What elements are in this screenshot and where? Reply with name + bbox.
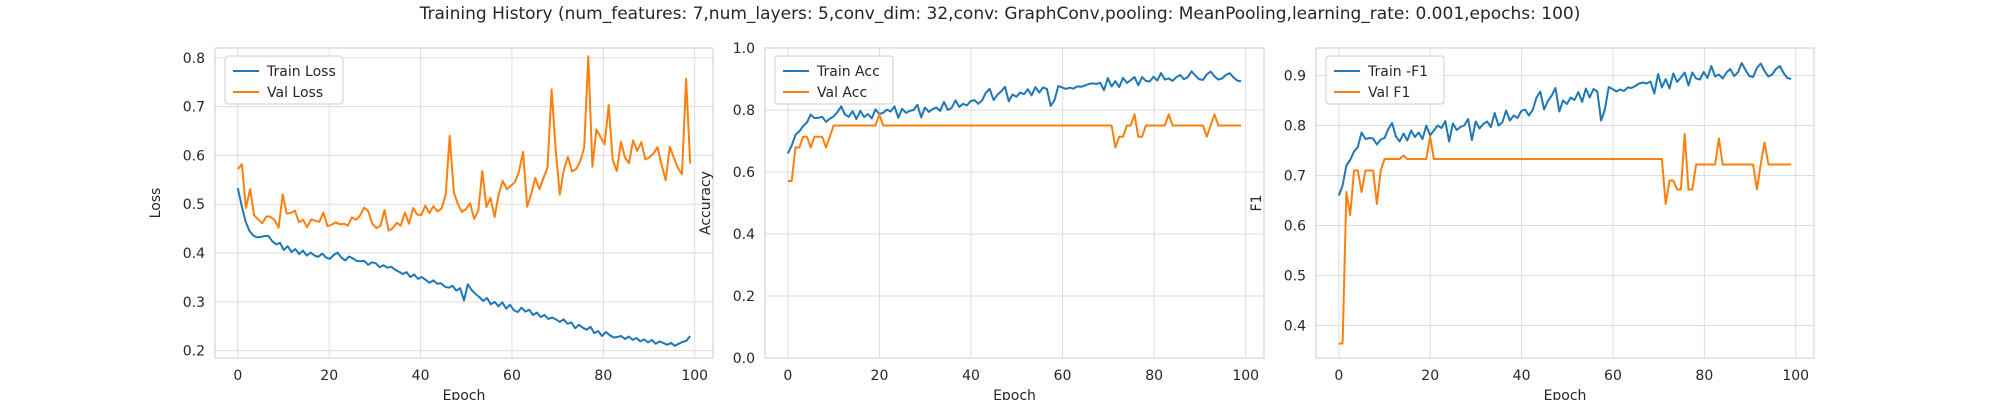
legend-entry: Train -F1 — [1367, 64, 1428, 80]
y-axis-label: F1 — [1249, 195, 1265, 212]
series-line-1 — [787, 70, 1242, 154]
y-axis-label: Accuracy — [698, 171, 714, 235]
series-line-2 — [787, 113, 1242, 182]
x-tick-label: 40 — [962, 368, 980, 384]
y-axis-label: Loss — [148, 188, 164, 219]
x-tick-label: 40 — [412, 368, 430, 384]
y-tick-label: 0.4 — [733, 227, 755, 243]
x-tick-label: 100 — [1232, 368, 1259, 384]
x-tick-label: 60 — [1604, 368, 1622, 384]
legend-entry: Val Acc — [817, 85, 867, 101]
x-tick-label: 100 — [681, 368, 708, 384]
legend-entry: Val F1 — [1368, 85, 1410, 101]
y-tick-label: 0.8 — [183, 51, 205, 67]
subplot-2: 0 20 40 60 80 100 0.0 0.2 0.4 0.6 0.8 1.0 Epoch Accur… — [698, 41, 1265, 400]
y-tick-label: 0.9 — [1284, 69, 1306, 85]
plot-frame — [764, 47, 1265, 359]
subplot-3: 0 20 40 60 80 100 0.4 0.5 0.6 0.7 0.8 0.9 Epoch F1 Tra… — [1249, 47, 1815, 400]
plot-frame — [214, 47, 714, 359]
series-line-1 — [236, 187, 691, 347]
y-tick-label: 0.4 — [183, 246, 205, 262]
y-tick-label: 0.3 — [183, 295, 205, 311]
x-tick-label: 0 — [1334, 368, 1343, 384]
legend: Train -F1 Val F1 — [1325, 55, 1445, 105]
series-line-2 — [237, 55, 692, 232]
legend-entry: Train Loss — [266, 64, 336, 80]
x-tick-label: 0 — [233, 368, 242, 384]
plot-frame — [1315, 47, 1815, 359]
x-tick-label: 60 — [1054, 368, 1072, 384]
x-axis-label: Epoch — [993, 388, 1036, 400]
x-tick-label: 80 — [1145, 368, 1163, 384]
y-tick-label: 0.8 — [733, 103, 755, 119]
series-line-2 — [1338, 133, 1792, 345]
legend: Train Loss Val Loss — [224, 55, 344, 105]
x-tick-label: 0 — [783, 368, 792, 384]
y-tick-label: 0.2 — [183, 344, 205, 360]
x-axis-label: Epoch — [1544, 388, 1587, 400]
y-tick-label: 0.6 — [1284, 219, 1306, 235]
x-tick-label: 80 — [1695, 368, 1713, 384]
x-tick-label: 20 — [871, 368, 889, 384]
x-tick-label: 100 — [1782, 368, 1809, 384]
y-tick-label: 0.7 — [1284, 169, 1306, 185]
legend-entry: Train Acc — [816, 64, 880, 80]
x-tick-label: 80 — [594, 368, 612, 384]
x-tick-label: 60 — [503, 368, 521, 384]
x-tick-label: 20 — [1421, 368, 1439, 384]
figure-title: Training History (num_features: 7,num_la… — [419, 4, 1581, 24]
x-tick-label: 40 — [1513, 368, 1531, 384]
y-tick-label: 0.2 — [733, 289, 755, 305]
y-tick-label: 0.0 — [733, 351, 755, 367]
legend: Train Acc Val Acc — [774, 55, 894, 105]
y-tick-label: 0.5 — [1284, 269, 1306, 285]
y-tick-label: 0.6 — [733, 165, 755, 181]
y-tick-label: 0.4 — [1284, 319, 1306, 335]
y-tick-label: 0.8 — [1284, 119, 1306, 135]
series-line-1 — [1337, 62, 1792, 196]
y-tick-label: 0.5 — [183, 197, 205, 213]
subplot-1: 0 20 40 60 80 100 0.2 0.3 0.4 0.5 0.6 0.7 0.8 Epoch Lo… — [148, 47, 714, 400]
y-tick-label: 1.0 — [733, 41, 755, 57]
y-tick-label: 0.7 — [183, 100, 205, 116]
x-axis-label: Epoch — [443, 388, 486, 400]
legend-entry: Val Loss — [267, 85, 323, 101]
x-tick-label: 20 — [320, 368, 338, 384]
y-tick-label: 0.6 — [183, 148, 205, 164]
